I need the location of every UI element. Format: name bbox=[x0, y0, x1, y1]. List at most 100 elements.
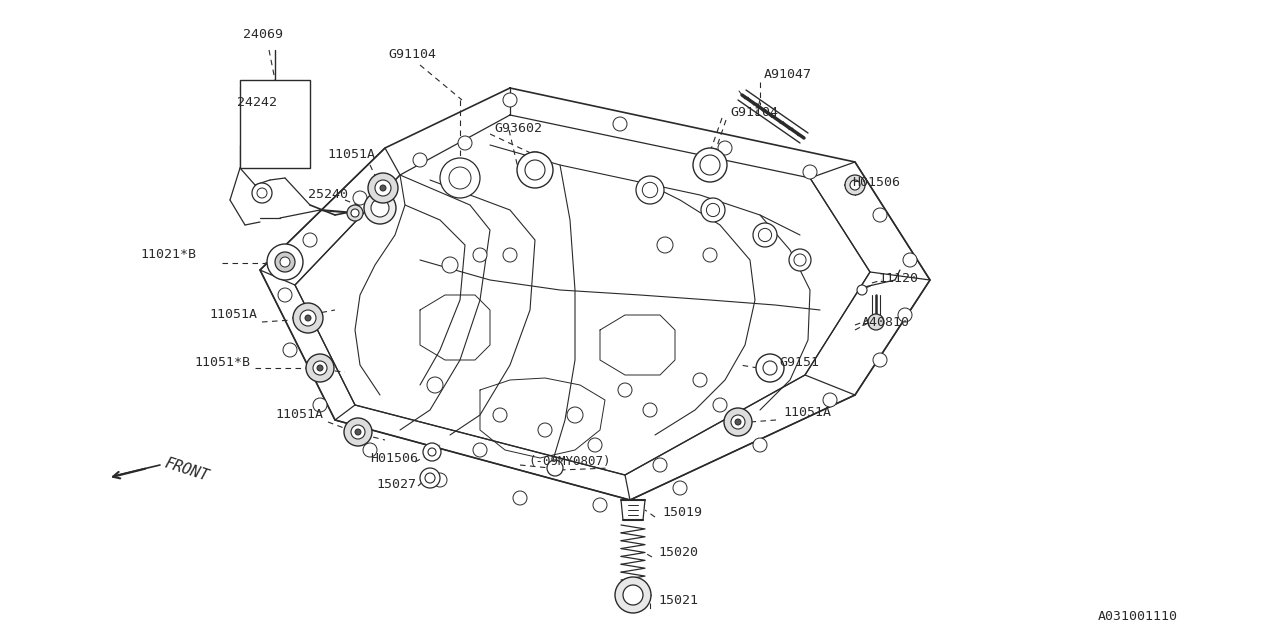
Text: A40810: A40810 bbox=[861, 317, 910, 330]
Circle shape bbox=[425, 473, 435, 483]
Circle shape bbox=[718, 141, 732, 155]
Circle shape bbox=[314, 398, 326, 412]
Text: 11051A: 11051A bbox=[326, 148, 375, 161]
Circle shape bbox=[588, 438, 602, 452]
Text: G91104: G91104 bbox=[388, 49, 436, 61]
Circle shape bbox=[351, 425, 365, 439]
Text: 11120: 11120 bbox=[878, 271, 918, 285]
Circle shape bbox=[422, 443, 442, 461]
Circle shape bbox=[433, 473, 447, 487]
Text: H01506: H01506 bbox=[852, 175, 900, 189]
Text: 15019: 15019 bbox=[662, 506, 701, 520]
Circle shape bbox=[275, 252, 294, 272]
Circle shape bbox=[643, 182, 658, 198]
Circle shape bbox=[823, 393, 837, 407]
Circle shape bbox=[692, 373, 707, 387]
Circle shape bbox=[803, 165, 817, 179]
Circle shape bbox=[513, 491, 527, 505]
Circle shape bbox=[873, 353, 887, 367]
Circle shape bbox=[653, 458, 667, 472]
Circle shape bbox=[278, 288, 292, 302]
Circle shape bbox=[673, 481, 687, 495]
Circle shape bbox=[371, 199, 389, 217]
Text: 15021: 15021 bbox=[658, 593, 698, 607]
Circle shape bbox=[614, 577, 652, 613]
Circle shape bbox=[707, 204, 719, 216]
Circle shape bbox=[380, 185, 387, 191]
Text: 24242: 24242 bbox=[237, 95, 276, 109]
Text: FRONT: FRONT bbox=[163, 456, 210, 484]
Circle shape bbox=[788, 249, 812, 271]
Circle shape bbox=[845, 175, 865, 195]
Circle shape bbox=[794, 254, 806, 266]
Circle shape bbox=[593, 498, 607, 512]
Circle shape bbox=[428, 448, 436, 456]
Circle shape bbox=[474, 443, 486, 457]
Circle shape bbox=[314, 361, 326, 375]
Circle shape bbox=[493, 408, 507, 422]
Text: 15027: 15027 bbox=[376, 477, 416, 490]
Circle shape bbox=[643, 403, 657, 417]
Circle shape bbox=[724, 408, 753, 436]
Circle shape bbox=[700, 155, 719, 175]
Circle shape bbox=[703, 248, 717, 262]
Circle shape bbox=[758, 228, 772, 241]
Text: (-09MY0807): (-09MY0807) bbox=[529, 456, 611, 468]
Circle shape bbox=[442, 257, 458, 273]
Text: A031001110: A031001110 bbox=[1098, 609, 1178, 623]
Circle shape bbox=[257, 188, 268, 198]
Text: G93602: G93602 bbox=[494, 122, 541, 134]
Circle shape bbox=[458, 136, 472, 150]
Circle shape bbox=[731, 415, 745, 429]
Circle shape bbox=[850, 180, 860, 190]
Text: 11051A: 11051A bbox=[783, 406, 831, 419]
Circle shape bbox=[713, 398, 727, 412]
Text: 11051A: 11051A bbox=[275, 408, 323, 422]
Circle shape bbox=[268, 244, 303, 280]
Text: G91104: G91104 bbox=[730, 106, 778, 118]
Circle shape bbox=[735, 419, 741, 425]
Circle shape bbox=[351, 209, 358, 217]
Circle shape bbox=[420, 468, 440, 488]
Text: 11021*B: 11021*B bbox=[140, 248, 196, 262]
Circle shape bbox=[369, 173, 398, 203]
Circle shape bbox=[283, 343, 297, 357]
Circle shape bbox=[305, 315, 311, 321]
FancyBboxPatch shape bbox=[241, 80, 310, 168]
Circle shape bbox=[873, 208, 887, 222]
Circle shape bbox=[547, 460, 563, 476]
Circle shape bbox=[753, 223, 777, 247]
Circle shape bbox=[252, 183, 273, 203]
Circle shape bbox=[428, 377, 443, 393]
Circle shape bbox=[317, 365, 323, 371]
Circle shape bbox=[300, 310, 316, 326]
Circle shape bbox=[306, 354, 334, 382]
Circle shape bbox=[364, 192, 396, 224]
Circle shape bbox=[347, 205, 364, 221]
Circle shape bbox=[280, 257, 291, 267]
Circle shape bbox=[525, 160, 545, 180]
Circle shape bbox=[440, 158, 480, 198]
Circle shape bbox=[526, 159, 544, 177]
Text: G9151: G9151 bbox=[780, 356, 819, 369]
Circle shape bbox=[518, 152, 550, 184]
Circle shape bbox=[293, 303, 323, 333]
Circle shape bbox=[858, 285, 867, 295]
Circle shape bbox=[567, 407, 582, 423]
Circle shape bbox=[353, 191, 367, 205]
Circle shape bbox=[657, 237, 673, 253]
Text: 11051*B: 11051*B bbox=[195, 355, 250, 369]
Circle shape bbox=[692, 148, 727, 182]
Text: 24069: 24069 bbox=[243, 29, 283, 42]
Circle shape bbox=[375, 180, 390, 196]
Text: H01506: H01506 bbox=[370, 451, 419, 465]
Circle shape bbox=[902, 253, 916, 267]
Text: A91047: A91047 bbox=[764, 68, 812, 81]
Circle shape bbox=[899, 308, 911, 322]
Circle shape bbox=[613, 117, 627, 131]
Circle shape bbox=[538, 423, 552, 437]
Circle shape bbox=[355, 429, 361, 435]
Circle shape bbox=[868, 314, 884, 330]
Circle shape bbox=[503, 93, 517, 107]
Circle shape bbox=[344, 418, 372, 446]
